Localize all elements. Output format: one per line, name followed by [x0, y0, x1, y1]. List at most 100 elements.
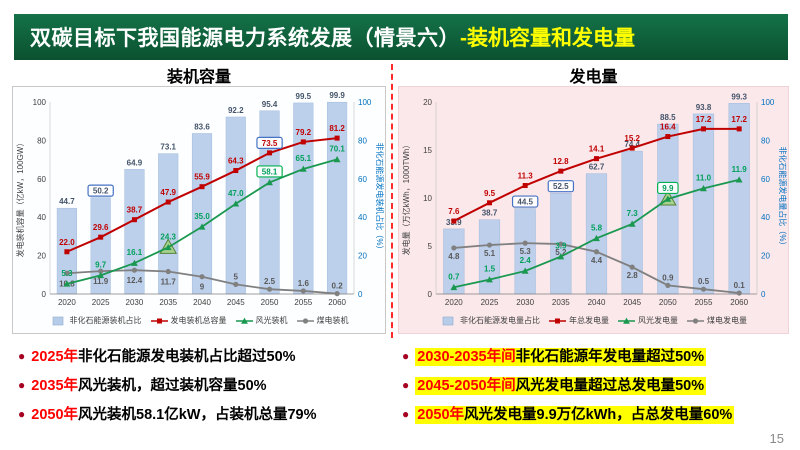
svg-text:0: 0	[428, 290, 433, 299]
bullet-text: 风光装机，超过装机容量50%	[78, 378, 267, 395]
highlighted-text: 2030-2035年间非化石能源年发电量超过50%	[415, 348, 707, 366]
svg-text:24.3: 24.3	[160, 232, 176, 241]
bullet-dot: ●	[18, 349, 26, 363]
svg-text:58.1: 58.1	[262, 167, 278, 176]
slide-subtitle: -装机容量和发电量	[460, 27, 635, 50]
legend-line-swatch	[150, 318, 168, 323]
svg-text:64.9: 64.9	[127, 158, 143, 167]
legend-label: 风光发电量	[638, 316, 678, 325]
svg-text:55.9: 55.9	[194, 173, 210, 182]
bullet-prefix: 2035年	[31, 378, 79, 395]
svg-text:99.9: 99.9	[329, 91, 345, 100]
svg-text:79.2: 79.2	[296, 128, 312, 137]
svg-text:非化石能源发电量占比（%）: 非化石能源发电量占比（%）	[778, 146, 787, 249]
svg-text:9.9: 9.9	[662, 184, 674, 193]
svg-text:11.9: 11.9	[93, 277, 109, 286]
bullet-prefix: 2050年	[417, 407, 465, 424]
bullet-text: 风光装机58.1亿kW，占装机总量79%	[78, 407, 317, 424]
svg-text:65.1: 65.1	[296, 154, 312, 163]
bullet-text: 非化石能源年发电量超过50%	[515, 349, 705, 365]
svg-text:12.4: 12.4	[127, 276, 143, 285]
svg-text:80: 80	[37, 136, 46, 145]
svg-text:11.3: 11.3	[518, 172, 534, 181]
svg-text:11.0: 11.0	[696, 173, 712, 182]
legend-label: 非化石能源装机占比	[69, 316, 142, 325]
bullet-dot: ●	[18, 407, 26, 422]
svg-text:40: 40	[37, 213, 46, 222]
svg-text:20: 20	[761, 252, 770, 261]
svg-text:20: 20	[358, 252, 367, 261]
svg-text:5.3: 5.3	[61, 269, 73, 278]
svg-text:1.5: 1.5	[484, 265, 496, 274]
svg-text:15: 15	[423, 146, 432, 155]
svg-text:2060: 2060	[730, 298, 748, 307]
svg-text:80: 80	[358, 136, 367, 145]
svg-text:2.8: 2.8	[627, 271, 639, 280]
legend-line-swatch	[618, 317, 635, 324]
svg-text:0.2: 0.2	[332, 282, 344, 291]
bullet-text: 风光发电量超过总发电量50%	[515, 378, 705, 395]
svg-text:100: 100	[761, 98, 775, 107]
generation-title: 发电量	[569, 69, 618, 86]
svg-text:2025: 2025	[481, 298, 499, 307]
svg-text:2.4: 2.4	[520, 256, 532, 265]
svg-text:9.7: 9.7	[95, 260, 107, 269]
bullet-item: ● 2025年非化石能源发电装机占比超过50%	[18, 348, 388, 366]
svg-text:60: 60	[37, 175, 46, 184]
svg-text:5: 5	[234, 272, 239, 281]
svg-text:2060: 2060	[328, 298, 346, 307]
svg-text:1.6: 1.6	[298, 279, 310, 288]
legend-line-swatch	[296, 317, 314, 324]
svg-text:2050: 2050	[261, 298, 279, 307]
svg-text:73.5: 73.5	[262, 139, 278, 148]
svg-text:非化石能源发电装机占比（%）: 非化石能源发电装机占比（%）	[375, 142, 384, 253]
svg-text:0.1: 0.1	[734, 281, 746, 290]
svg-text:38.7: 38.7	[482, 209, 498, 218]
svg-text:2050: 2050	[659, 298, 677, 307]
svg-text:7.3: 7.3	[627, 209, 639, 218]
svg-text:47.9: 47.9	[160, 188, 176, 197]
svg-text:44.5: 44.5	[517, 198, 533, 207]
generation-legend: 非化石能源发电量占比 年总发电量 风光发电量 煤电发电量	[399, 312, 788, 329]
svg-text:81.2: 81.2	[329, 124, 345, 133]
svg-text:0: 0	[42, 290, 47, 299]
svg-text:100: 100	[33, 98, 47, 107]
svg-text:2035: 2035	[552, 298, 570, 307]
bullet-item: ● 2045-2050年间风光发电量超过总发电量50%	[402, 377, 790, 396]
svg-text:95.4: 95.4	[262, 100, 278, 109]
legend-bar-swatch	[52, 316, 63, 325]
svg-text:0.9: 0.9	[662, 273, 674, 282]
legend-item: 煤电装机	[296, 315, 349, 326]
svg-text:2030: 2030	[126, 298, 144, 307]
installed-capacity-title: 装机容量	[166, 69, 231, 86]
svg-text:2045: 2045	[623, 298, 641, 307]
svg-text:99.5: 99.5	[296, 92, 312, 101]
svg-text:发电量（万亿kWh，1000TWh）: 发电量（万亿kWh，1000TWh）	[401, 141, 411, 256]
legend-label: 非化石能源发电量占比	[460, 316, 540, 325]
bullet-prefix: 2025年	[31, 349, 79, 365]
svg-text:100: 100	[358, 98, 372, 107]
svg-text:38.7: 38.7	[127, 206, 143, 215]
svg-text:74.4: 74.4	[624, 140, 640, 149]
svg-text:2040: 2040	[588, 298, 606, 307]
svg-text:17.2: 17.2	[696, 115, 712, 124]
svg-text:17.2: 17.2	[731, 115, 747, 124]
legend-item: 发电装机总容量	[150, 315, 227, 326]
svg-text:20: 20	[37, 252, 46, 261]
legend-label: 发电装机总容量	[170, 316, 227, 325]
svg-text:2055: 2055	[294, 298, 312, 307]
legend-item: 非化石能源装机占比	[50, 315, 142, 326]
bullet-dot: ●	[402, 349, 410, 363]
bullet-text: 非化石能源发电装机占比超过50%	[78, 349, 296, 365]
svg-text:62.7: 62.7	[589, 163, 605, 172]
legend-label: 煤电发电量	[707, 316, 747, 325]
bullet-prefix: 2030-2035年间	[417, 349, 516, 365]
legend-item: 风光装机	[235, 315, 288, 326]
svg-text:16.1: 16.1	[127, 248, 143, 257]
svg-text:2045: 2045	[227, 298, 245, 307]
svg-text:50.2: 50.2	[93, 187, 109, 196]
svg-text:2.5: 2.5	[264, 277, 276, 286]
bullet-item: ● 2035年风光装机，超过装机容量50%	[18, 377, 388, 395]
